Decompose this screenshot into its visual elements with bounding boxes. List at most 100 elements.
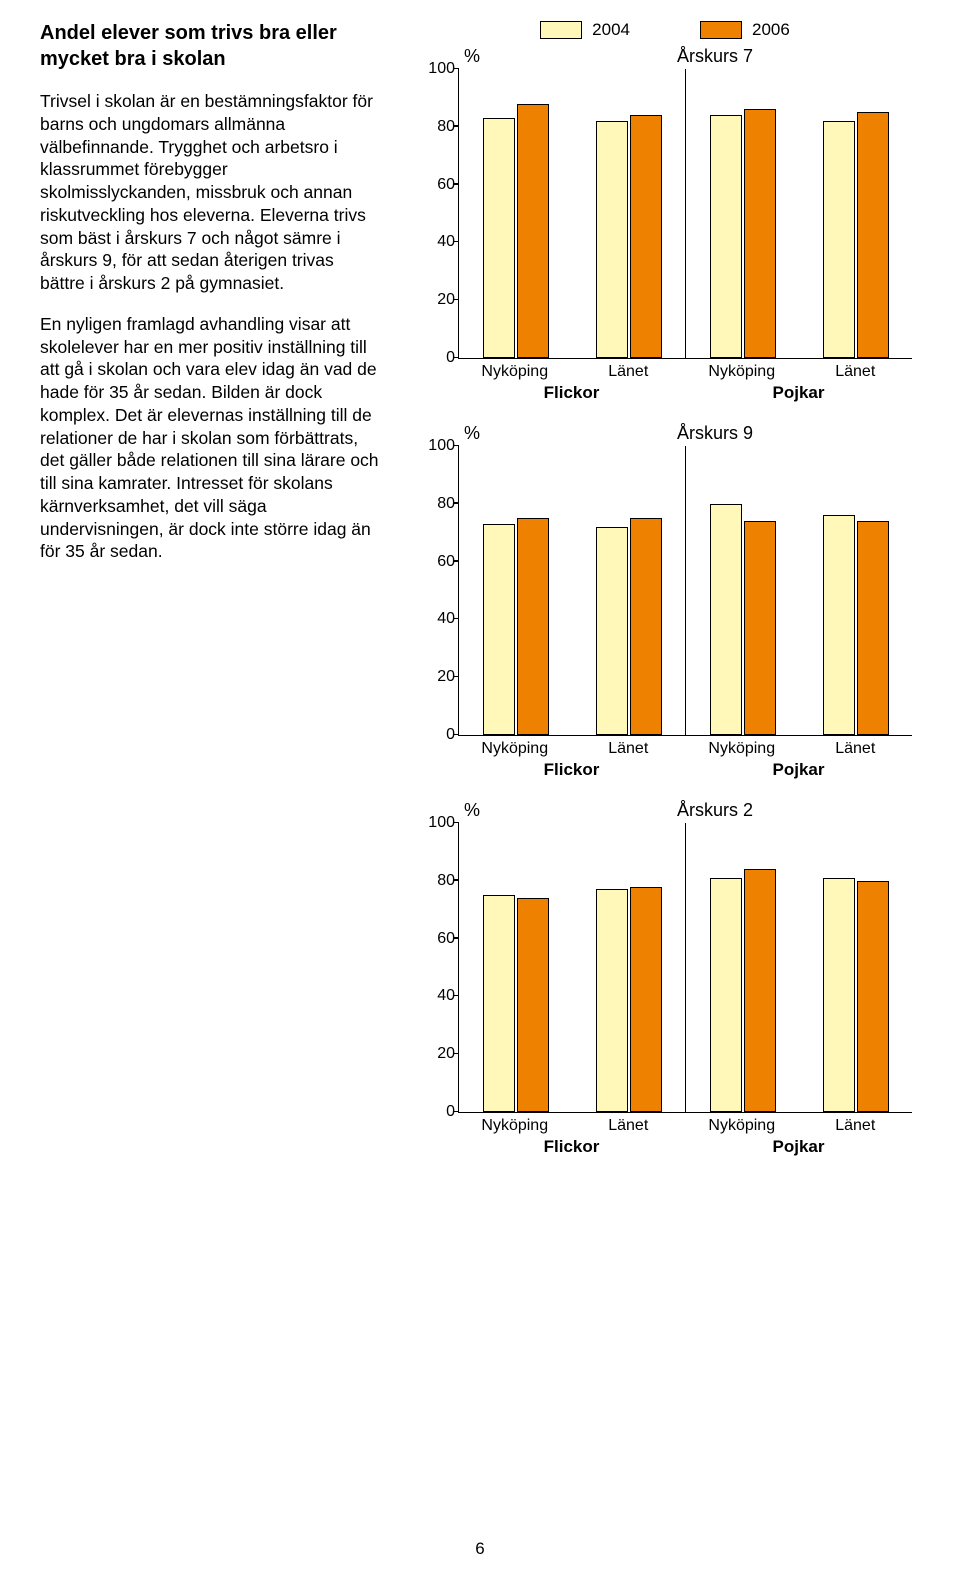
bar-group bbox=[572, 823, 686, 1112]
sub-labels: FlickorPojkar bbox=[458, 1135, 912, 1157]
x-labels: NyköpingLänetNyköpingLänet bbox=[458, 736, 912, 758]
percent-symbol: % bbox=[464, 46, 480, 67]
page: Andel elever som trivs bra eller mycket … bbox=[0, 0, 960, 1187]
page-number: 6 bbox=[0, 1539, 960, 1559]
sub-labels: FlickorPojkar bbox=[458, 381, 912, 403]
ytick-label: 40 bbox=[415, 233, 455, 251]
x-label: Länet bbox=[799, 736, 913, 758]
bar-group bbox=[799, 823, 912, 1112]
bar-group bbox=[459, 446, 572, 735]
percent-symbol: % bbox=[464, 423, 480, 444]
sub-label: Flickor bbox=[458, 1135, 685, 1157]
sub-label: Pojkar bbox=[685, 758, 912, 780]
x-label: Nyköping bbox=[685, 359, 799, 381]
bar-group bbox=[686, 446, 799, 735]
sub-label: Flickor bbox=[458, 758, 685, 780]
ytick-label: 0 bbox=[415, 1103, 455, 1121]
chart-plot: 020406080100 bbox=[458, 446, 912, 736]
bar-2006 bbox=[630, 518, 662, 735]
bar-2004 bbox=[596, 889, 628, 1112]
bar-2006 bbox=[517, 104, 549, 358]
bar-2006 bbox=[857, 881, 889, 1112]
bar-2006 bbox=[857, 521, 889, 735]
bar-2006 bbox=[517, 518, 549, 735]
ytick-label: 100 bbox=[415, 60, 455, 78]
bar-2006 bbox=[744, 521, 776, 735]
chart-title: Årskurs 7 bbox=[570, 46, 860, 67]
bar-2006 bbox=[517, 898, 549, 1112]
legend-swatch-a bbox=[540, 21, 582, 39]
sub-labels: FlickorPojkar bbox=[458, 758, 912, 780]
sub-label: Flickor bbox=[458, 381, 685, 403]
bar-2004 bbox=[596, 121, 628, 358]
ytick-label: 20 bbox=[415, 668, 455, 686]
x-label: Nyköping bbox=[685, 1113, 799, 1135]
ytick-label: 0 bbox=[415, 726, 455, 744]
bar-2004 bbox=[823, 515, 855, 735]
heading: Andel elever som trivs bra eller mycket … bbox=[40, 20, 380, 72]
bar-2004 bbox=[823, 121, 855, 358]
percent-symbol: % bbox=[464, 800, 480, 821]
x-label: Länet bbox=[572, 359, 686, 381]
ytick-label: 40 bbox=[415, 987, 455, 1005]
chart-plot: 020406080100 bbox=[458, 69, 912, 359]
x-labels: NyköpingLänetNyköpingLänet bbox=[458, 359, 912, 381]
bar-2004 bbox=[710, 115, 742, 358]
bar-2006 bbox=[630, 887, 662, 1112]
x-labels: NyköpingLänetNyköpingLänet bbox=[458, 1113, 912, 1135]
bar-2004 bbox=[710, 504, 742, 735]
chart-0: %Årskurs 7020406080100NyköpingLänetNyköp… bbox=[410, 46, 920, 403]
bar-2004 bbox=[596, 527, 628, 735]
x-label: Nyköping bbox=[458, 736, 572, 758]
text-column: Andel elever som trivs bra eller mycket … bbox=[40, 20, 410, 1177]
bar-2004 bbox=[710, 878, 742, 1112]
legend-label-a: 2004 bbox=[592, 20, 630, 40]
bar-2004 bbox=[483, 524, 515, 735]
x-label: Nyköping bbox=[685, 736, 799, 758]
bar-group bbox=[686, 823, 799, 1112]
x-label: Nyköping bbox=[458, 359, 572, 381]
bar-group bbox=[799, 69, 912, 358]
bar-2004 bbox=[483, 895, 515, 1112]
bar-group bbox=[572, 69, 686, 358]
x-label: Länet bbox=[799, 1113, 913, 1135]
bar-group bbox=[459, 823, 572, 1112]
ytick-label: 40 bbox=[415, 610, 455, 628]
legend-label-b: 2006 bbox=[752, 20, 790, 40]
chart-title-row: % Årskurs 2 bbox=[410, 800, 920, 821]
ytick-label: 80 bbox=[415, 495, 455, 513]
legend-item-2006: 2006 bbox=[700, 20, 790, 40]
paragraph-2: En nyligen framlagd avhandling visar att… bbox=[40, 313, 380, 563]
ytick-label: 60 bbox=[415, 930, 455, 948]
bar-2004 bbox=[823, 878, 855, 1112]
ytick-label: 100 bbox=[415, 814, 455, 832]
ytick-label: 60 bbox=[415, 553, 455, 571]
x-label: Nyköping bbox=[458, 1113, 572, 1135]
ytick-label: 80 bbox=[415, 118, 455, 136]
legend-item-2004: 2004 bbox=[540, 20, 630, 40]
chart-2: %Årskurs 2020406080100NyköpingLänetNyköp… bbox=[410, 800, 920, 1157]
chart-plot: 020406080100 bbox=[458, 823, 912, 1113]
bar-group bbox=[686, 69, 799, 358]
sub-label: Pojkar bbox=[685, 381, 912, 403]
chart-title-row: % Årskurs 7 bbox=[410, 46, 920, 67]
x-label: Länet bbox=[572, 1113, 686, 1135]
ytick-label: 20 bbox=[415, 291, 455, 309]
charts-column: 2004 2006 %Årskurs 7020406080100Nyköping… bbox=[410, 20, 920, 1177]
chart-title: Årskurs 9 bbox=[570, 423, 860, 444]
bar-group bbox=[572, 446, 686, 735]
ytick-label: 60 bbox=[415, 176, 455, 194]
bar-2006 bbox=[630, 115, 662, 358]
bar-2006 bbox=[744, 109, 776, 358]
chart-title-row: % Årskurs 9 bbox=[410, 423, 920, 444]
x-label: Länet bbox=[799, 359, 913, 381]
legend: 2004 2006 bbox=[410, 20, 920, 40]
chart-1: %Årskurs 9020406080100NyköpingLänetNyköp… bbox=[410, 423, 920, 780]
ytick-label: 80 bbox=[415, 872, 455, 890]
ytick-label: 20 bbox=[415, 1045, 455, 1063]
x-label: Länet bbox=[572, 736, 686, 758]
paragraph-1: Trivsel i skolan är en bestämningsfaktor… bbox=[40, 90, 380, 295]
legend-swatch-b bbox=[700, 21, 742, 39]
ytick-label: 100 bbox=[415, 437, 455, 455]
chart-title: Årskurs 2 bbox=[570, 800, 860, 821]
